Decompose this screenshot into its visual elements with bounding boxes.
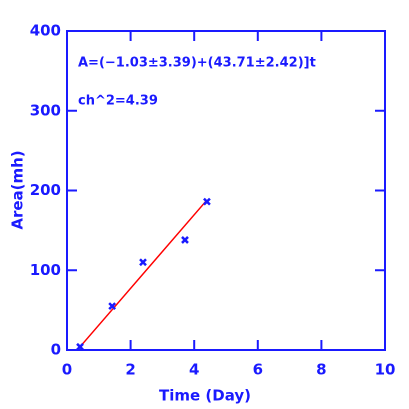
y-tick-label: 400 [30, 22, 61, 40]
plot-frame [66, 30, 386, 351]
data-point [181, 236, 189, 244]
data-point [203, 197, 211, 206]
y-tick-label: 100 [30, 261, 61, 279]
x-tick-label: 4 [189, 361, 199, 379]
x-tick-label: 0 [62, 361, 72, 379]
x-tick-label: 8 [316, 361, 326, 379]
y-tick-label: 200 [30, 181, 61, 199]
y-axis-label: Area(mh) [9, 150, 27, 229]
data-point [139, 258, 147, 267]
data-point [108, 302, 117, 311]
fit-equation: A=(−1.03±3.39)+(43.71±2.42)]t [78, 56, 316, 71]
data-point [76, 342, 84, 351]
chi-square: ch^2=4.39 [78, 94, 158, 109]
x-tick-label: 2 [125, 361, 135, 379]
x-tick-label: 6 [253, 361, 263, 379]
y-tick-label: 0 [51, 341, 61, 359]
x-tick-label: 10 [375, 361, 396, 379]
x-axis-label: Time (Day) [159, 387, 251, 405]
fit-line [79, 199, 208, 348]
y-tick-label: 300 [30, 101, 61, 119]
